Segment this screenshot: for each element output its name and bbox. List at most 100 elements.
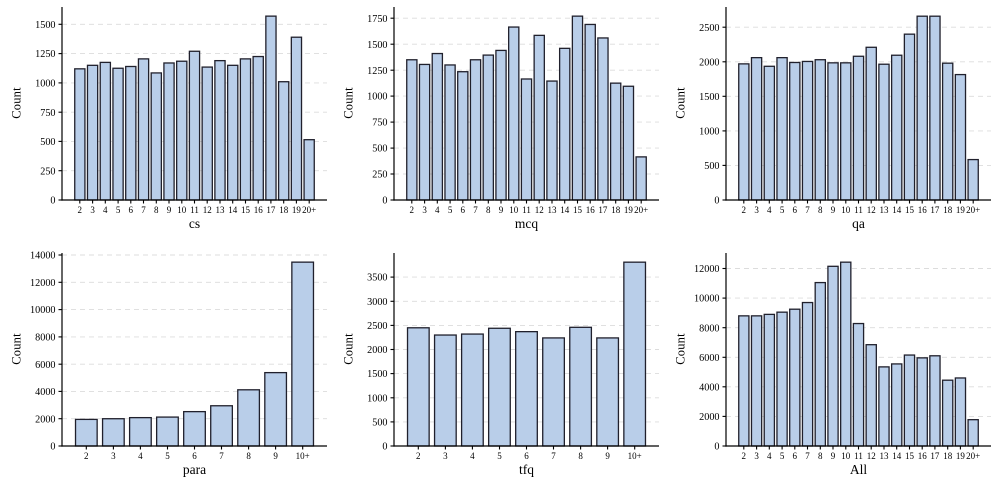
bar bbox=[903, 354, 916, 447]
x-tick-label: 20+ bbox=[634, 205, 648, 215]
chart-all-canvas: 0 2000 4000 6000 8000 10000 12000 2 3 4 5 6 7 8 9 10 11 1… bbox=[694, 253, 991, 461]
x-tick-label: 5 bbox=[780, 205, 785, 215]
y-tick-label: 2000 bbox=[367, 345, 387, 356]
x-tick-label: 3 bbox=[754, 205, 759, 215]
y-tick-label: 750 bbox=[40, 108, 55, 119]
chart-cs-canvas: 0 250 500 750 1000 1250 1500 2 3 4 5 6 7 8 9 10 11 12 13 14… bbox=[35, 7, 327, 215]
bar bbox=[967, 419, 979, 447]
bar bbox=[137, 58, 150, 201]
bar bbox=[827, 265, 839, 447]
x-tick-label: 11 bbox=[854, 451, 863, 461]
x-tick-label: 14 bbox=[892, 205, 902, 215]
x-tick-label: 17 bbox=[598, 205, 608, 215]
bar bbox=[433, 334, 457, 447]
bar bbox=[183, 410, 206, 447]
x-tick-label: 6 bbox=[129, 205, 134, 215]
x-tick-label: 19 bbox=[292, 205, 302, 215]
bar bbox=[74, 68, 86, 201]
x-tick-label: 4 bbox=[767, 451, 772, 461]
bar bbox=[542, 337, 566, 447]
bar bbox=[738, 315, 750, 447]
y-tick-label: 250 bbox=[372, 170, 387, 181]
bar bbox=[188, 50, 201, 201]
x-tick-label: 4 bbox=[767, 205, 772, 215]
x-tick-label: 18 bbox=[279, 205, 289, 215]
y-tick-label: 500 bbox=[372, 144, 387, 155]
chart-qa-canvas: 0 500 1000 1500 2000 2500 2 3 4 5 6 7 8 9 10 11 12 13 14 15… bbox=[699, 7, 991, 215]
y-tick-label: 1500 bbox=[35, 20, 55, 31]
bar bbox=[495, 49, 507, 201]
bar bbox=[890, 54, 903, 201]
x-tick-label: 15 bbox=[241, 205, 251, 215]
chart-mcq-canvas: 0 250 500 750 1000 1250 1500 1750 2 3 4 5 6 7 8 9 10 11 12… bbox=[367, 7, 659, 215]
x-tick-label: 10 bbox=[841, 451, 851, 461]
y-tick-label: 0 bbox=[50, 442, 55, 453]
x-tick-label: 17 bbox=[266, 205, 276, 215]
bar bbox=[801, 301, 814, 447]
bar bbox=[763, 313, 776, 447]
bar bbox=[597, 37, 609, 201]
bar bbox=[210, 405, 234, 447]
y-tick-label: 6000 bbox=[35, 360, 55, 371]
bar bbox=[571, 15, 584, 201]
x-tick-label: 10 bbox=[841, 205, 851, 215]
x-tick-label: 8 bbox=[486, 205, 491, 215]
bar bbox=[609, 82, 622, 201]
bar bbox=[303, 139, 315, 201]
x-tick-label: 2 bbox=[410, 205, 415, 215]
bar bbox=[852, 55, 865, 201]
x-tick-label: 3 bbox=[422, 205, 427, 215]
bar bbox=[406, 59, 418, 201]
x-tick-label: 19 bbox=[956, 451, 966, 461]
bar bbox=[237, 389, 261, 447]
bar bbox=[101, 418, 125, 447]
subplot-tfq: 0 500 1000 1500 2000 2500 3000 3500 2 3 4 5 6 7 8 9 10+ … bbox=[332, 246, 664, 493]
x-tick-label: 8 bbox=[246, 451, 251, 461]
bar bbox=[801, 60, 814, 201]
x-tick-label: 6 bbox=[793, 205, 798, 215]
y-tick-label: 12000 bbox=[30, 278, 55, 289]
bar bbox=[941, 379, 954, 447]
y-tick-label: 1000 bbox=[367, 92, 387, 103]
y-tick-label: 2000 bbox=[35, 414, 55, 425]
bar bbox=[201, 66, 213, 201]
x-tick-label: 20+ bbox=[966, 205, 980, 215]
bar bbox=[457, 71, 469, 201]
subplot-para: 0 2000 4000 6000 8000 10000 12000 14000 2 3 4 5 6 7 8 9… bbox=[0, 246, 332, 493]
y-tick-label: 3500 bbox=[367, 273, 387, 284]
y-axis-label: Count bbox=[9, 87, 24, 119]
bar bbox=[954, 73, 967, 201]
bar bbox=[460, 333, 484, 447]
y-tick-label: 4000 bbox=[35, 387, 55, 398]
x-tick-label: 12 bbox=[203, 205, 212, 215]
x-tick-label: 7 bbox=[805, 205, 810, 215]
y-tick-label: 0 bbox=[382, 442, 387, 453]
bar bbox=[840, 261, 852, 447]
bar bbox=[584, 23, 596, 201]
x-tick-label: 14 bbox=[892, 451, 902, 461]
y-tick-label: 750 bbox=[372, 118, 387, 129]
x-tick-label: 13 bbox=[216, 205, 226, 215]
x-tick-label: 6 bbox=[461, 205, 466, 215]
x-tick-label: 19 bbox=[956, 205, 966, 215]
bar bbox=[291, 261, 315, 447]
x-tick-label: 2 bbox=[84, 451, 89, 461]
x-tick-label: 6 bbox=[793, 451, 798, 461]
y-tick-label: 8000 bbox=[699, 323, 719, 334]
y-tick-label: 500 bbox=[704, 161, 719, 172]
bar bbox=[596, 337, 620, 447]
x-tick-label: 15 bbox=[905, 205, 915, 215]
y-tick-label: 1250 bbox=[367, 66, 387, 77]
bar bbox=[789, 61, 801, 201]
x-tick-label: 18 bbox=[943, 205, 953, 215]
y-tick-label: 4000 bbox=[699, 382, 719, 393]
x-tick-label: 14 bbox=[228, 205, 238, 215]
x-tick-label: 7 bbox=[141, 205, 146, 215]
x-tick-label: 16 bbox=[586, 205, 596, 215]
bar bbox=[533, 34, 545, 201]
x-tick-label: 7 bbox=[473, 205, 478, 215]
x-tick-label: 17 bbox=[930, 451, 940, 461]
y-tick-label: 1000 bbox=[35, 79, 55, 90]
bar bbox=[520, 78, 533, 201]
y-axis-label: Count bbox=[9, 333, 24, 365]
